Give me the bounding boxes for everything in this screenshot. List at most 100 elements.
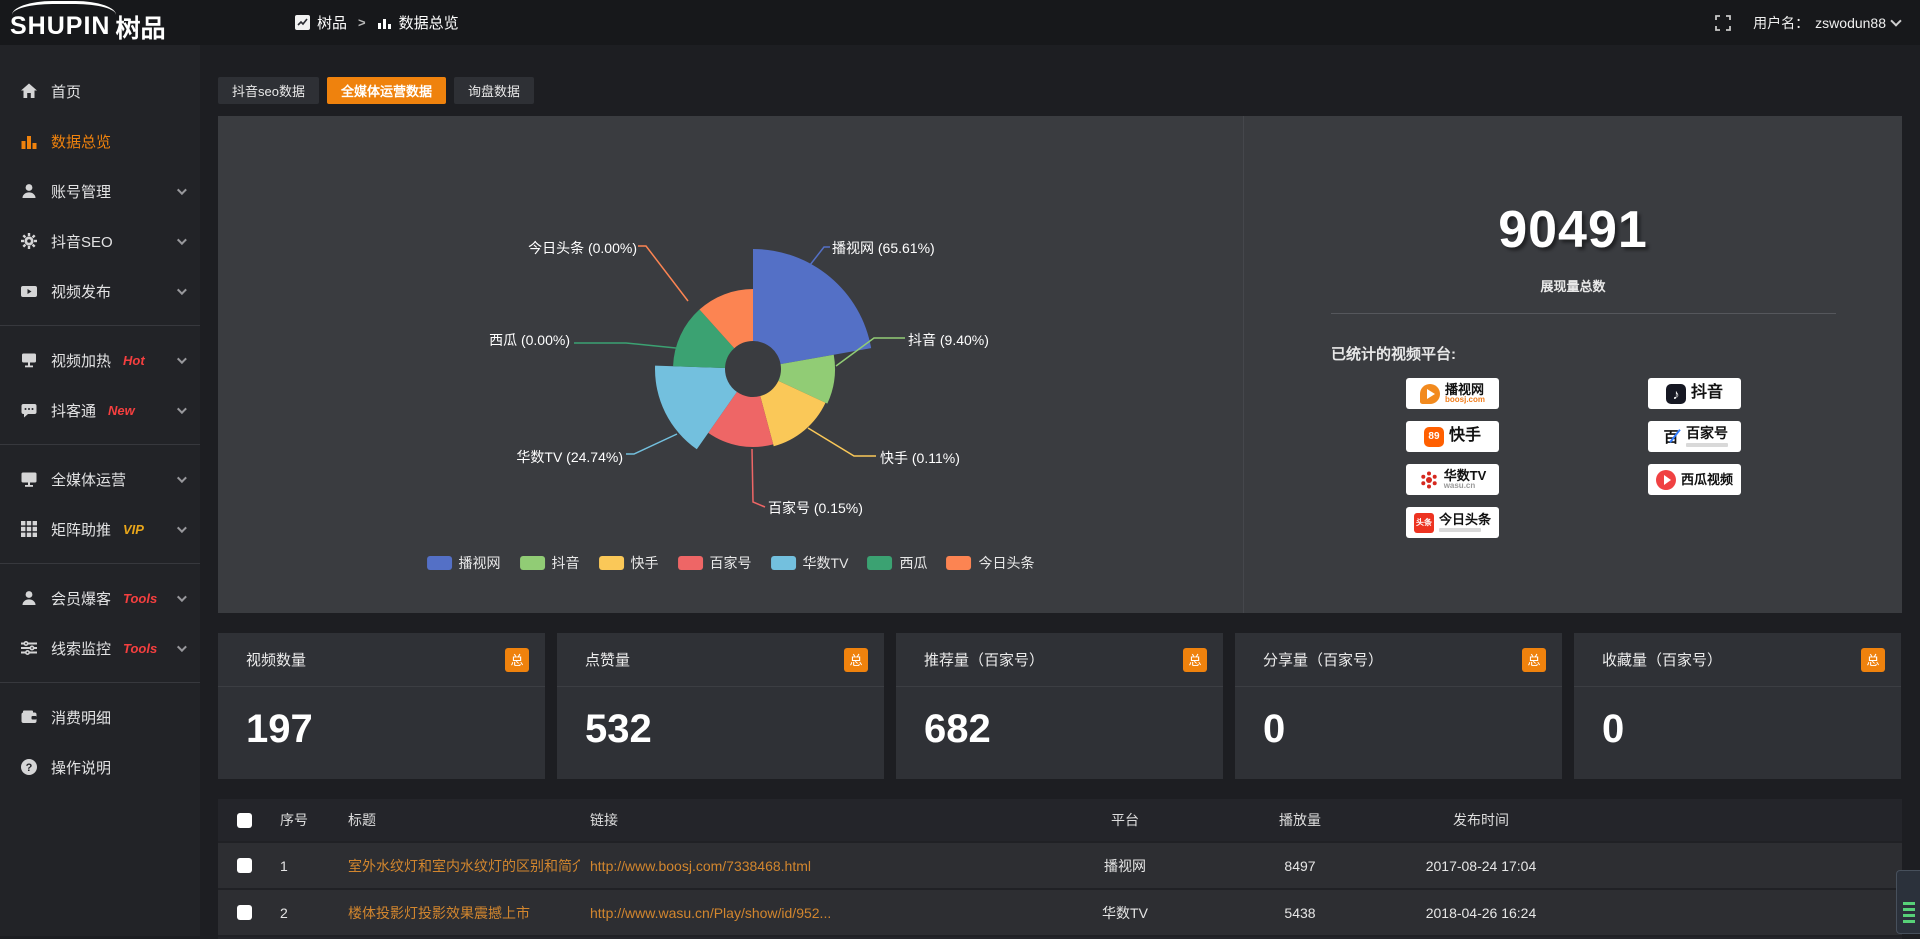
pie-svg[interactable]: [218, 116, 1243, 613]
platform-badge-toutiao[interactable]: 头条 今日头条: [1406, 507, 1499, 538]
video-title-link[interactable]: 楼体投影灯投影效果震撼上市: [338, 903, 580, 923]
legend-item[interactable]: 快手: [599, 553, 659, 573]
stat-title: 视频数量: [246, 649, 306, 670]
sidebar-item-data-overview[interactable]: 数据总览: [0, 116, 200, 166]
platforms-label: 已统计的视频平台:: [1331, 343, 1456, 364]
stat-card-recommends: 推荐量（百家号） 总 682: [896, 633, 1223, 779]
legend-item[interactable]: 西瓜: [867, 553, 927, 573]
sidebar-item-omnimedia[interactable]: 全媒体运营: [0, 454, 200, 504]
legend-item[interactable]: 百家号: [678, 553, 752, 573]
sidebar-item-video-publish[interactable]: 视频发布: [0, 266, 200, 316]
row-checkbox[interactable]: [237, 905, 252, 920]
sidebar-item-label: 账号管理: [51, 181, 111, 202]
chat-bubble-icon: [20, 401, 38, 419]
gear-icon: [20, 232, 38, 250]
question-icon: ?: [20, 758, 38, 776]
tools-badge: Tools: [123, 591, 157, 606]
stat-title: 推荐量（百家号）: [924, 649, 1044, 670]
bar-chart-icon: [20, 132, 38, 150]
sliders-icon: [20, 639, 38, 657]
floating-side-widget[interactable]: [1896, 870, 1920, 934]
app-logo[interactable]: SHUPIN 树品: [0, 0, 200, 45]
pie-label-toutiao: 今日头条 (0.00%): [528, 238, 637, 258]
platform-badge-xigua[interactable]: 西瓜视频: [1648, 464, 1741, 495]
sidebar-item-home[interactable]: 首页: [0, 66, 200, 116]
platform-badge-douyin[interactable]: ♪ 抖音: [1648, 378, 1741, 409]
member-icon: [20, 589, 38, 607]
pie-label-wasu: 华数TV (24.74%): [516, 447, 623, 467]
video-url-link[interactable]: http://www.wasu.cn/Play/show/id/952...: [580, 905, 1040, 921]
total-badge[interactable]: 总: [1522, 648, 1546, 672]
legend-label: 西瓜: [899, 553, 927, 573]
platform-badge-kuaishou[interactable]: 89 快手: [1406, 421, 1499, 452]
grid-icon: [20, 520, 38, 538]
sidebar-divider: [0, 563, 200, 564]
user-icon: [20, 182, 38, 200]
user-menu[interactable]: 用户名：zswodun88: [1753, 13, 1900, 33]
platform-badge-baijiahao[interactable]: 百 百家号: [1648, 421, 1741, 452]
breadcrumb-root[interactable]: 树品: [317, 12, 347, 33]
pie-label-kuaishou: 快手 (0.11%): [880, 448, 960, 468]
col-header-num: 序号: [270, 810, 338, 830]
main-content: 抖音seo数据 全媒体运营数据 询盘数据 播视网 (65.61%) 抖音 (9.…: [200, 45, 1920, 936]
stat-value: 682: [896, 687, 1223, 752]
sidebar-item-member-burst[interactable]: 会员爆客 Tools: [0, 573, 200, 623]
sidebar-item-help[interactable]: ? 操作说明: [0, 742, 200, 792]
summary-divider: [1331, 313, 1836, 314]
select-all-checkbox[interactable]: [237, 813, 252, 828]
sidebar-item-doketong[interactable]: 抖客通 New: [0, 385, 200, 435]
boosj-logo-icon: [1420, 384, 1440, 404]
wasu-logo-icon: [1419, 470, 1439, 490]
toutiao-logo-icon: 头条: [1414, 513, 1434, 533]
legend-item[interactable]: 今日头条: [946, 553, 1034, 573]
tab-inquiry-data[interactable]: 询盘数据: [454, 77, 534, 104]
sidebar-item-label: 视频发布: [51, 281, 111, 302]
sidebar-divider: [0, 444, 200, 445]
topbar-right: 用户名：zswodun88: [1715, 13, 1900, 33]
sidebar-item-matrix-boost[interactable]: 矩阵助推 VIP: [0, 504, 200, 554]
chevron-down-icon: [177, 404, 187, 414]
legend-item[interactable]: 播视网: [427, 553, 501, 573]
impressions-total-label: 展现量总数: [1244, 276, 1902, 295]
tools-badge: Tools: [123, 641, 157, 656]
pie-slice-0[interactable]: [753, 249, 871, 364]
breadcrumb-current[interactable]: 数据总览: [399, 12, 459, 33]
sidebar-item-douyin-seo[interactable]: 抖音SEO: [0, 216, 200, 266]
sidebar-item-label: 操作说明: [51, 757, 111, 778]
sidebar-item-label: 消费明细: [51, 707, 111, 728]
sidebar-item-label: 数据总览: [51, 131, 111, 152]
tab-omnimedia-data[interactable]: 全媒体运营数据: [327, 77, 446, 104]
fullscreen-icon[interactable]: [1715, 15, 1731, 31]
sidebar-item-video-heat[interactable]: 视频加热 Hot: [0, 335, 200, 385]
sidebar-item-lead-monitor[interactable]: 线索监控 Tools: [0, 623, 200, 673]
row-checkbox[interactable]: [237, 858, 252, 873]
legend-item[interactable]: 华数TV: [771, 553, 849, 573]
chevron-down-icon: [177, 592, 187, 602]
platform-badges-right: ♪ 抖音 百 百家号 西瓜视频: [1648, 378, 1741, 495]
total-badge[interactable]: 总: [505, 648, 529, 672]
logo-arc-decoration: [12, 1, 116, 15]
tab-douyin-seo-data[interactable]: 抖音seo数据: [218, 77, 319, 104]
stat-value: 0: [1235, 687, 1562, 752]
video-title-link[interactable]: 室外水纹灯和室内水纹灯的区别和简介: [338, 856, 580, 876]
total-badge[interactable]: 总: [1183, 648, 1207, 672]
wallet-icon: [20, 708, 38, 726]
sidebar-item-account-mgmt[interactable]: 账号管理: [0, 166, 200, 216]
video-url-link[interactable]: http://www.boosj.com/7338468.html: [580, 858, 1040, 874]
row-num: 2: [270, 905, 338, 921]
data-tabs: 抖音seo数据 全媒体运营数据 询盘数据: [218, 77, 1902, 104]
legend-swatch: [599, 556, 624, 570]
topbar: SHUPIN 树品 树品 > 数据总览 用户名：zswodun88: [0, 0, 1920, 45]
pie-label-xigua: 西瓜 (0.00%): [489, 330, 570, 350]
stat-card-video-count: 视频数量总 197: [218, 633, 545, 779]
total-badge[interactable]: 总: [844, 648, 868, 672]
total-badge[interactable]: 总: [1861, 648, 1885, 672]
sidebar-item-label: 全媒体运营: [51, 469, 126, 490]
sidebar-item-label: 抖客通: [51, 400, 96, 421]
legend-item[interactable]: 抖音: [520, 553, 580, 573]
sidebar-item-spend-detail[interactable]: 消费明细: [0, 692, 200, 742]
video-publish-icon: [20, 282, 38, 300]
